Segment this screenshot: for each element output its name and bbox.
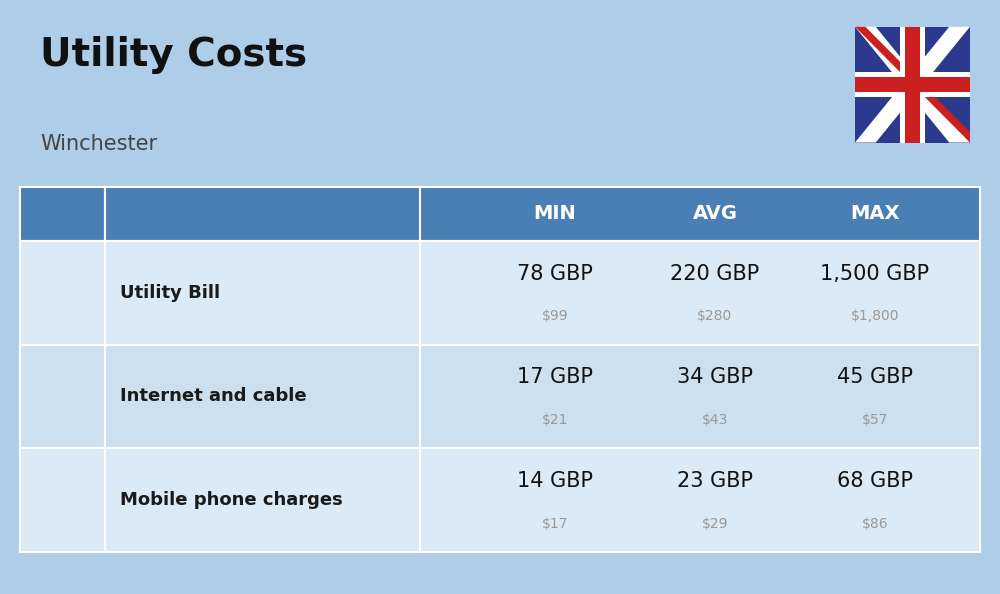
Bar (905, 27, 920, 143)
Text: Utility Bill: Utility Bill (120, 283, 220, 302)
Text: 1,500 GBP: 1,500 GBP (820, 264, 930, 283)
Text: Internet and cable: Internet and cable (120, 387, 307, 406)
Polygon shape (855, 27, 970, 143)
Text: $43: $43 (702, 413, 728, 427)
Bar (105, 187, 420, 241)
Polygon shape (855, 27, 970, 143)
Text: $1,800: $1,800 (851, 309, 899, 323)
Text: $57: $57 (862, 413, 888, 427)
Text: MIN: MIN (534, 204, 576, 223)
Text: MAX: MAX (850, 204, 900, 223)
Bar (20, 345, 980, 448)
Bar (20, 187, 105, 241)
Bar (855, 27, 970, 143)
Bar (20, 448, 980, 552)
Text: 78 GBP: 78 GBP (517, 264, 593, 283)
Text: 220 GBP: 220 GBP (670, 264, 760, 283)
Text: $86: $86 (862, 517, 888, 531)
Text: 23 GBP: 23 GBP (677, 472, 753, 491)
Text: 14 GBP: 14 GBP (517, 472, 593, 491)
Text: 45 GBP: 45 GBP (837, 368, 913, 387)
Bar (105, 448, 420, 552)
Text: AVG: AVG (692, 204, 738, 223)
Bar (105, 345, 420, 448)
Text: 17 GBP: 17 GBP (517, 368, 593, 387)
Text: $21: $21 (542, 413, 568, 427)
Bar (20, 187, 980, 241)
Bar (20, 241, 105, 345)
Text: 68 GBP: 68 GBP (837, 472, 913, 491)
Bar (20, 241, 980, 345)
Text: 34 GBP: 34 GBP (677, 368, 753, 387)
Bar (855, 72, 970, 97)
Text: Winchester: Winchester (40, 134, 157, 154)
Text: $29: $29 (702, 517, 728, 531)
Text: Mobile phone charges: Mobile phone charges (120, 491, 343, 510)
Polygon shape (855, 27, 970, 143)
Bar (105, 241, 420, 345)
Bar (20, 345, 105, 448)
Bar (855, 77, 970, 92)
Bar (900, 27, 925, 143)
Bar (20, 448, 105, 552)
Text: $99: $99 (542, 309, 568, 323)
Text: $17: $17 (542, 517, 568, 531)
Text: $280: $280 (697, 309, 733, 323)
Text: Utility Costs: Utility Costs (40, 36, 307, 74)
